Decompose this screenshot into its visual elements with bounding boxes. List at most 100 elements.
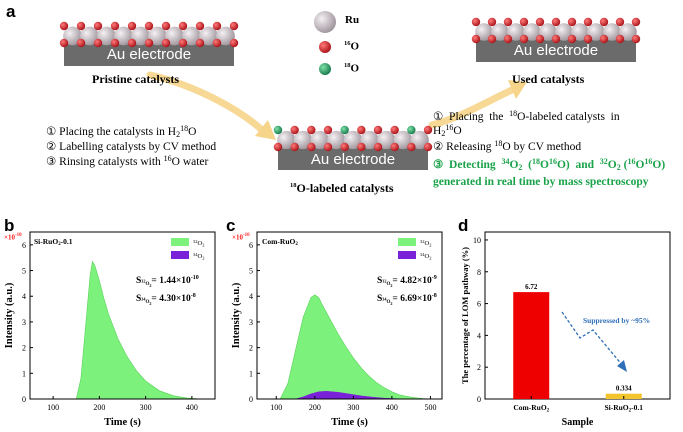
chart-c-xtick-label: 500 <box>424 403 436 412</box>
oxygen-atom <box>290 142 299 152</box>
chart-d: 0 2 4 6 8 10 6.72 Com-RuO2 0.334 Si-RuO2-0.1 Sampl… <box>460 231 671 428</box>
chart-c-ytick-label: 4 <box>249 292 253 301</box>
oxygen-atom <box>615 17 625 27</box>
oxygen-atom <box>307 125 316 135</box>
ru-atom <box>63 26 82 46</box>
chart-b-s34: S34O2= 4.30×10-8 <box>136 293 196 307</box>
oxygen-atom <box>229 38 239 48</box>
oxygen-atom <box>323 125 333 135</box>
oxygen-atom <box>178 38 188 48</box>
chart-b-xtick-label: 300 <box>140 403 152 412</box>
chart-c-multiplier: ×10-10 <box>232 233 250 242</box>
oxygen-atom <box>583 34 593 44</box>
oxygen-atom <box>273 142 283 152</box>
chart-c-xtick-label: 300 <box>347 403 359 412</box>
chart-c-legend-swatch <box>398 238 416 246</box>
oxygen-atom <box>390 125 399 135</box>
legend-o16-label: 16O <box>344 40 360 53</box>
ru-atom <box>165 26 184 46</box>
oxygen-atom <box>127 38 137 48</box>
oxygen-atom <box>76 38 86 48</box>
arrow-head-2 <box>508 80 527 99</box>
step-left-3: ③ Rinsing catalysts with 16O water <box>46 154 209 168</box>
chart-d-ytick-label: 0 <box>477 395 481 404</box>
oxygen-atom <box>373 142 383 152</box>
chart-c-legend-label: 34O2 <box>420 252 431 261</box>
ru-atom <box>360 130 379 150</box>
oxygen-atom <box>161 21 171 31</box>
chart-b-legend-label: 32O2 <box>193 239 204 248</box>
oxygen-atom <box>161 38 171 48</box>
oxygen-atom <box>307 142 316 152</box>
ru-atom <box>491 23 509 41</box>
chart-c-frame <box>256 231 443 400</box>
step-left-1: ① Placing the catalysts in H218O <box>46 124 197 139</box>
chart-d-value-label: 0.334 <box>616 385 632 393</box>
arrow-to-used <box>428 86 516 129</box>
oxygen-atom <box>273 125 283 135</box>
ru-atom <box>182 26 201 46</box>
chart-b-ytick-label: 2 <box>22 344 26 353</box>
ru-atom <box>571 23 589 41</box>
chart-c-ytick-label: 2 <box>249 344 253 353</box>
chart-d-suppression-arrow <box>561 311 624 367</box>
ru-atom <box>293 130 313 150</box>
oxygen-atom <box>551 34 561 44</box>
ru-atom <box>80 26 99 46</box>
arrow-to-labeled <box>146 71 266 134</box>
ru-atom <box>555 23 573 41</box>
chart-d-frame <box>484 231 671 400</box>
oxygen-atom <box>519 34 529 44</box>
legend-o18-sphere <box>319 63 331 75</box>
caption-pristine: Pristine catalysts <box>92 72 179 86</box>
ru-atom <box>507 23 525 41</box>
chart-c-s32: S32O2= 4.82×10-9 <box>377 275 437 289</box>
oxygen-atom <box>535 34 545 44</box>
chart-d-ytick-label: 6 <box>477 300 481 309</box>
legend-ru-label: Ru <box>345 14 360 26</box>
oxygen-atom <box>144 38 154 48</box>
ru-atom <box>539 23 557 41</box>
panel-b-label: b <box>4 216 15 235</box>
panel-c-label: c <box>226 216 236 235</box>
oxygen-atom <box>212 38 222 48</box>
ru-atom <box>131 26 150 46</box>
oxygen-atom <box>599 17 609 27</box>
catalyst-labeled <box>273 125 433 170</box>
chart-b-xtick-label: 100 <box>47 403 59 412</box>
oxygen-atom <box>357 125 366 135</box>
chart-b: 0 1 2 3 4 5 6 100 200 300 400 Time (s) Intensity (a.… <box>4 231 216 428</box>
legend-o18-label: 18O <box>344 62 360 75</box>
oxygen-atom <box>110 21 120 31</box>
chart-b-ytick-label: 3 <box>22 318 26 327</box>
ru-atom <box>587 23 605 41</box>
electrode-label-used: Au electrode <box>513 42 599 59</box>
ru-atom <box>216 26 235 46</box>
chart-b-xtick-label: 400 <box>186 403 198 412</box>
catalyst-used-electrode <box>476 40 636 62</box>
chart-c-ytick-label: 0 <box>249 395 253 404</box>
oxygen-atom <box>59 21 69 31</box>
oxygen-atom <box>503 34 513 44</box>
oxygen-atom <box>423 125 433 135</box>
oxygen-atom <box>144 21 154 31</box>
chart-d-category-label: Si-RuO2-0.1 <box>604 403 643 414</box>
chart-d-category-label: Com-RuO2 <box>513 403 549 414</box>
chart-b-s32: S32O2= 1.44×10-10 <box>136 275 199 289</box>
chart-d-arrow-head <box>617 360 627 372</box>
oxygen-atom <box>373 125 383 135</box>
oxygen-atom <box>178 21 188 31</box>
oxygen-atom <box>631 34 641 44</box>
ru-atom <box>277 130 296 150</box>
oxygen-atom <box>212 21 222 31</box>
chart-c-xtick-label: 100 <box>270 403 282 412</box>
ru-atom <box>475 23 493 41</box>
catalyst-pristine <box>59 21 239 66</box>
oxygen-atom <box>631 17 641 27</box>
oxygen-atom <box>195 38 205 48</box>
caption-labeled: 18O-labeled catalysts <box>290 181 394 195</box>
ru-atom <box>114 26 133 46</box>
oxygen-atom <box>519 17 529 27</box>
chart-c-ylabel: Intensity (a.u.) <box>231 282 242 348</box>
chart-c-xlabel: Time (s) <box>331 417 368 428</box>
